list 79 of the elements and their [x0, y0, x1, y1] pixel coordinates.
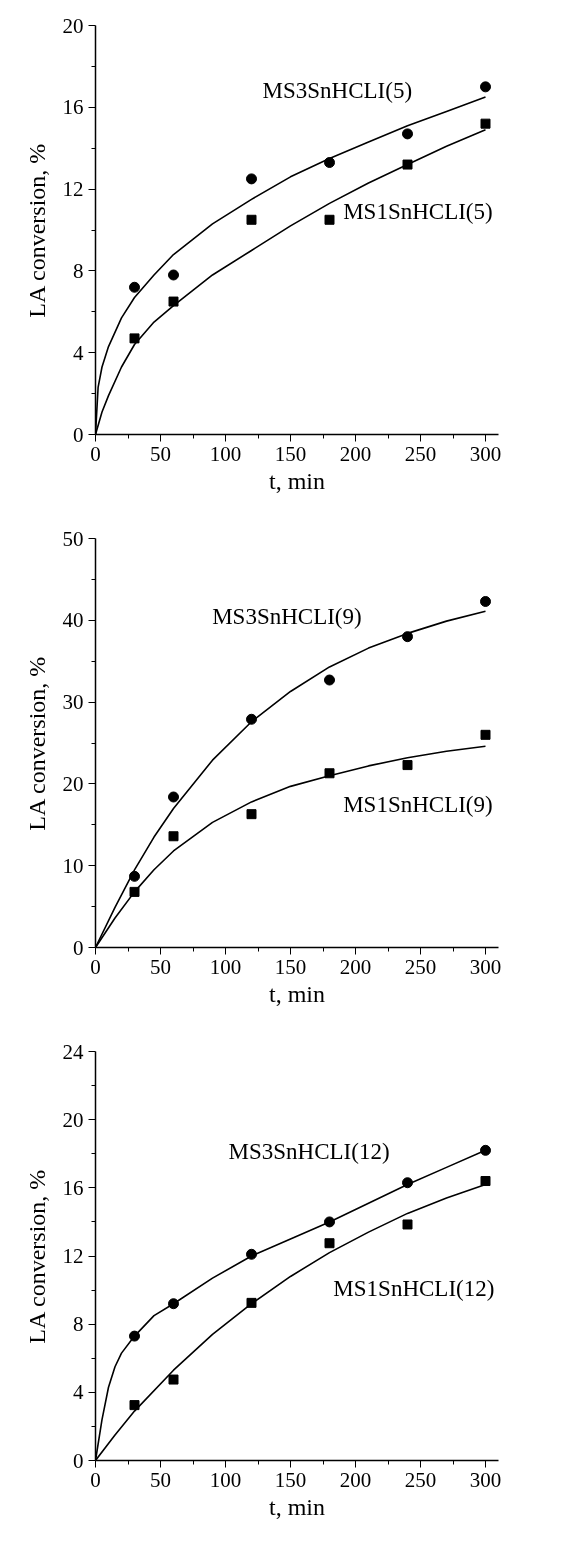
- point: [168, 296, 179, 307]
- x-tick-label: 200: [339, 954, 372, 979]
- annotation: MS3SnHCLI(5): [262, 78, 413, 104]
- point: [480, 1176, 491, 1187]
- point: [324, 674, 335, 686]
- x-tick-label: 0: [90, 1467, 101, 1492]
- point: [324, 214, 335, 225]
- point: [480, 729, 491, 740]
- x-tick-label: 100: [209, 441, 242, 466]
- point: [129, 870, 140, 882]
- y-tick-label: 8: [73, 258, 84, 283]
- y-tick-label: 16: [62, 1175, 84, 1200]
- y-axis-title: LA conversion, %: [23, 143, 50, 318]
- y-tick-label: 50: [62, 526, 84, 551]
- y-tick-label: 30: [62, 690, 84, 715]
- y-tick-label: 16: [62, 95, 84, 120]
- annotation: MS3SnHCLI(9): [212, 603, 362, 629]
- annotation: MS3SnHCLI(12): [228, 1139, 390, 1165]
- y-axis-title: LA conversion, %: [23, 1169, 50, 1344]
- point: [129, 1400, 140, 1411]
- point: [246, 214, 257, 225]
- y-tick-label: 10: [62, 853, 84, 878]
- point: [324, 1238, 335, 1249]
- point: [402, 760, 413, 771]
- point: [402, 159, 413, 170]
- y-tick-label: 12: [62, 177, 84, 202]
- y-tick-label: 0: [73, 935, 84, 960]
- y-tick-label: 24: [62, 1039, 84, 1064]
- x-tick-label: 0: [90, 441, 101, 466]
- y-tick-label: 4: [73, 1380, 84, 1405]
- point: [480, 81, 491, 93]
- point: [402, 1219, 413, 1230]
- y-tick-label: 12: [62, 1244, 84, 1268]
- point: [129, 281, 140, 293]
- x-tick-label: 300: [469, 441, 502, 466]
- point: [402, 128, 413, 140]
- point: [168, 791, 179, 803]
- x-tick-label: 150: [274, 1467, 307, 1492]
- annotation: MS1SnHCLI(5): [343, 199, 493, 225]
- x-tick-label: 50: [150, 954, 171, 979]
- annotation: MS1SnHCLI(9): [343, 791, 493, 817]
- x-axis-title: t, min: [269, 1493, 326, 1520]
- point: [168, 831, 179, 842]
- x-tick-label: 0: [90, 954, 101, 979]
- y-tick-label: 0: [73, 1448, 84, 1473]
- point: [168, 269, 179, 281]
- y-tick-label: 20: [62, 771, 84, 796]
- y-tick-label: 4: [73, 340, 84, 365]
- y-tick-label: 40: [62, 608, 84, 633]
- x-tick-label: 300: [469, 1467, 502, 1492]
- point: [129, 886, 140, 897]
- x-tick-label: 50: [150, 1467, 171, 1492]
- x-axis-title: t, min: [269, 980, 326, 1007]
- y-tick-label: 0: [73, 422, 84, 447]
- point: [246, 809, 257, 820]
- annotation: MS1SnHCLI(12): [333, 1276, 495, 1302]
- point: [168, 1374, 179, 1385]
- x-tick-label: 200: [339, 441, 372, 466]
- y-axis-title: LA conversion, %: [23, 656, 50, 831]
- point: [480, 1144, 491, 1156]
- x-tick-label: 50: [150, 441, 171, 466]
- point: [480, 596, 491, 607]
- x-axis-title: t, min: [269, 467, 326, 494]
- x-tick-label: 250: [404, 1467, 437, 1492]
- x-tick-label: 200: [339, 1467, 372, 1492]
- y-tick-label: 20: [62, 13, 84, 38]
- x-tick-label: 100: [209, 954, 242, 979]
- x-tick-label: 250: [404, 441, 437, 466]
- y-tick-label: 8: [73, 1312, 84, 1337]
- y-tick-label: 20: [62, 1107, 84, 1132]
- point: [246, 173, 257, 185]
- point: [129, 333, 140, 344]
- x-tick-label: 150: [274, 441, 307, 466]
- x-tick-label: 150: [274, 954, 307, 979]
- x-tick-label: 100: [209, 1467, 242, 1492]
- x-tick-label: 250: [404, 954, 437, 979]
- point: [480, 118, 491, 129]
- x-tick-label: 300: [469, 954, 502, 979]
- point: [324, 768, 335, 779]
